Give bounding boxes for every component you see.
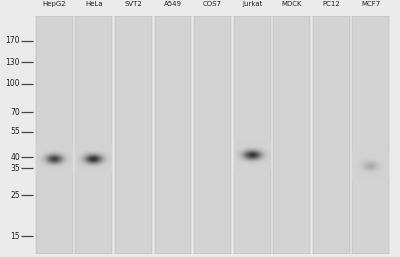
Bar — [75, 16, 112, 254]
Bar — [234, 16, 271, 254]
Bar — [313, 16, 350, 254]
Text: SVT2: SVT2 — [124, 1, 142, 7]
Text: 130: 130 — [6, 58, 20, 67]
Bar — [36, 16, 73, 254]
Text: 100: 100 — [6, 79, 20, 88]
Text: 55: 55 — [10, 127, 20, 136]
Bar — [273, 16, 310, 254]
Text: 15: 15 — [10, 232, 20, 241]
Text: HepG2: HepG2 — [42, 1, 66, 7]
Text: COS7: COS7 — [203, 1, 222, 7]
Text: 170: 170 — [6, 36, 20, 45]
Text: A549: A549 — [164, 1, 182, 7]
Text: HeLa: HeLa — [85, 1, 103, 7]
Text: 40: 40 — [10, 153, 20, 162]
Text: 70: 70 — [10, 108, 20, 117]
Bar — [194, 16, 231, 254]
Text: MCF7: MCF7 — [361, 1, 380, 7]
Text: 25: 25 — [10, 191, 20, 200]
Text: MDCK: MDCK — [282, 1, 302, 7]
Bar — [352, 16, 389, 254]
Text: Jurkat: Jurkat — [242, 1, 262, 7]
Bar — [154, 16, 192, 254]
Text: PC12: PC12 — [322, 1, 340, 7]
Bar — [115, 16, 152, 254]
Text: 35: 35 — [10, 163, 20, 172]
